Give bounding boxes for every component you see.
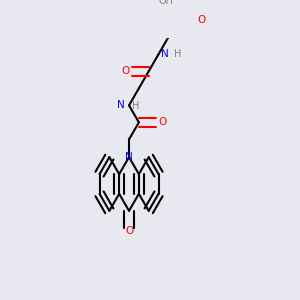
Text: H: H: [132, 100, 139, 111]
Text: N: N: [117, 100, 125, 110]
Text: O: O: [121, 66, 130, 76]
Text: O: O: [197, 15, 206, 25]
Text: O: O: [125, 226, 133, 236]
Text: O: O: [158, 117, 166, 128]
Text: OH: OH: [158, 0, 173, 6]
Text: N: N: [161, 49, 169, 59]
Text: N: N: [125, 152, 133, 162]
Text: H: H: [174, 49, 181, 59]
